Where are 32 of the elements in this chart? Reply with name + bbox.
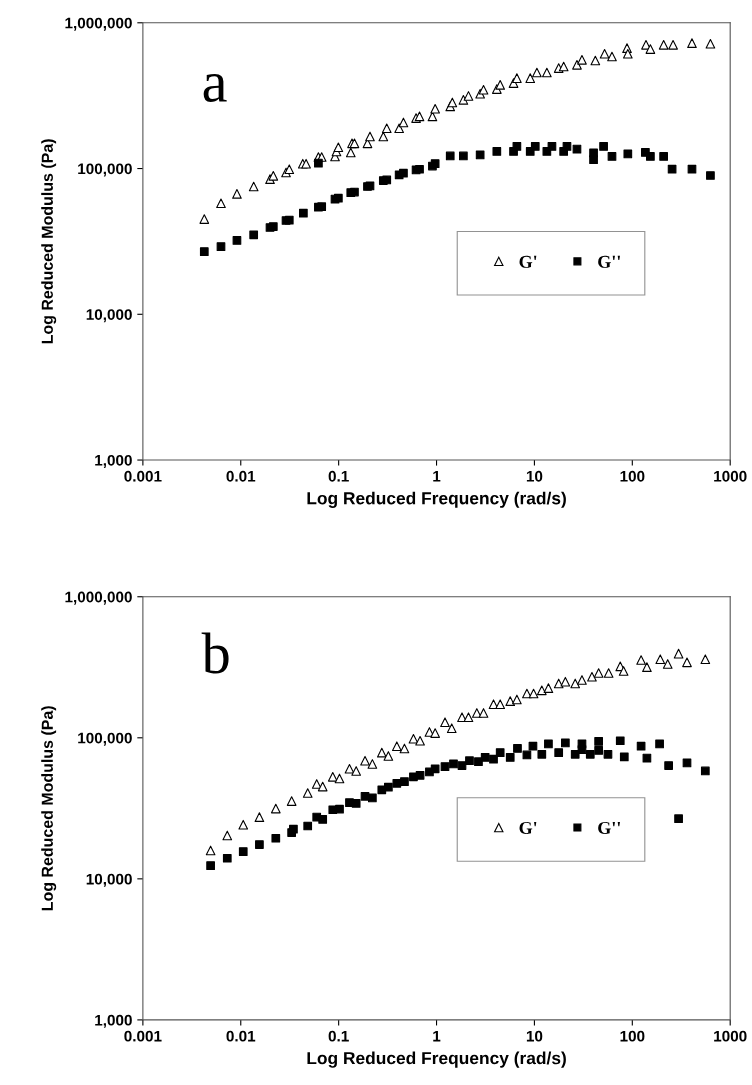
x-tick-label: 1000 <box>714 470 747 482</box>
x-tick-label: 10 <box>526 470 543 482</box>
x-tick-label: 1 <box>433 471 441 482</box>
x-tick-label: 0.001 <box>124 1030 162 1042</box>
x-tick-label: 100 <box>620 1030 645 1042</box>
y-tick-label: 100,000 <box>78 163 132 177</box>
y-tick-label: 100,000 <box>78 732 132 746</box>
legend-label: G'' <box>598 255 620 268</box>
y-axis-title: Log Reduced Modulus (Pa) <box>41 139 57 344</box>
x-tick-label: 1000 <box>714 1030 747 1042</box>
x-tick-label: 10 <box>526 1030 543 1042</box>
x-axis-title: Log Reduced Frequency (rad/s) <box>307 491 566 508</box>
x-tick-label: 0.1 <box>328 470 349 482</box>
legend-label: G' <box>519 821 537 835</box>
annotation: a <box>203 74 227 103</box>
y-tick-label: 1,000,000 <box>65 591 132 605</box>
annotation: b <box>201 632 229 674</box>
x-tick-label: 100 <box>620 470 645 482</box>
x-tick-label: 0.01 <box>226 1030 256 1042</box>
y-tick-label: 1,000,000 <box>65 17 132 31</box>
y-tick-label: 1,000 <box>95 1014 132 1028</box>
y-axis-title: Log Reduced Modulus (Pa) <box>41 706 57 911</box>
x-tick-label: 0.01 <box>226 470 256 482</box>
x-tick-label: 1 <box>433 1030 441 1042</box>
legend-label: G'' <box>598 821 620 835</box>
x-tick-label: 0.1 <box>328 1030 349 1042</box>
x-axis-title: Log Reduced Frequency (rad/s) <box>307 1051 566 1068</box>
y-tick-label: 10,000 <box>86 873 132 887</box>
legend-label: G' <box>519 255 537 268</box>
y-tick-label: 10,000 <box>86 309 132 323</box>
y-tick-label: 1,000 <box>95 454 132 468</box>
x-tick-label: 0.001 <box>124 470 162 482</box>
